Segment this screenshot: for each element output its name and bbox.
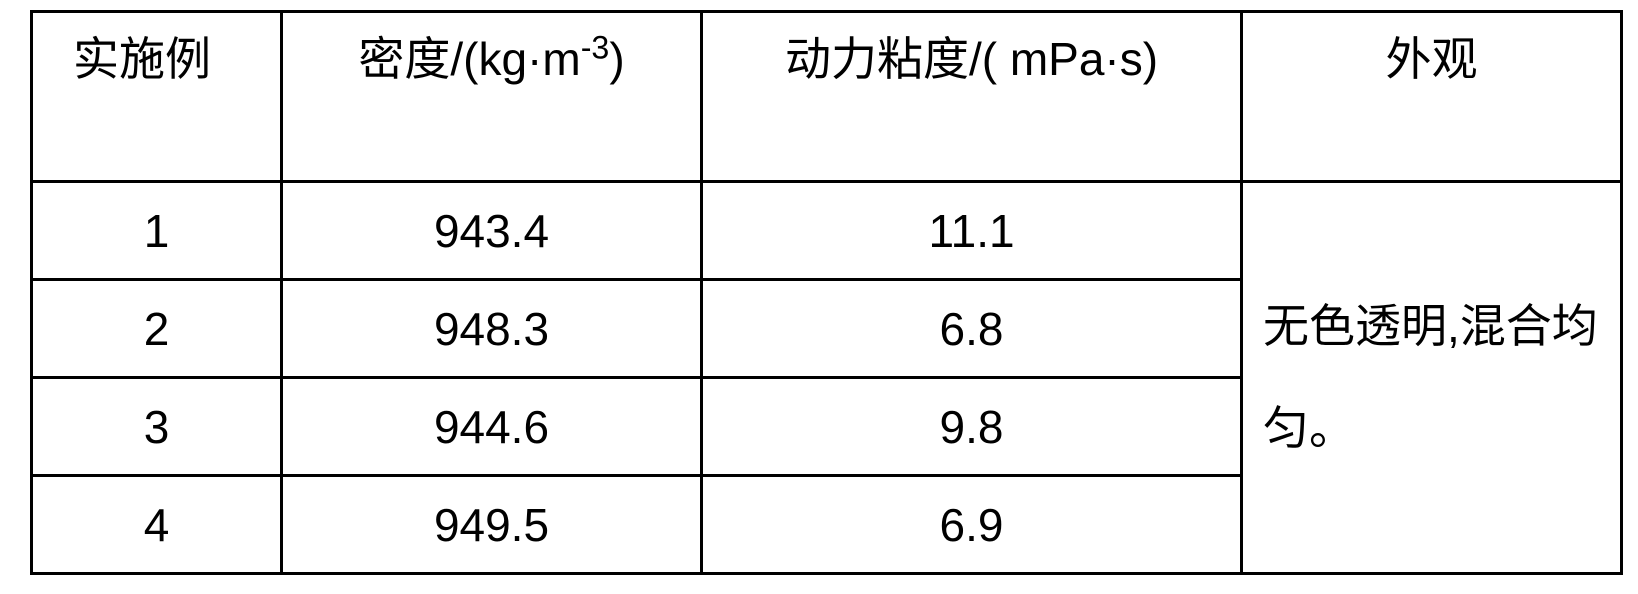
cell-density: 948.3 [282,280,702,378]
header-density-prefix: 密度/(kg·m [358,33,580,85]
header-density-sup: -3 [581,30,610,66]
table-container: 实施例 密度/(kg·m-3) 动力粘度/( mPa·s) 外观 1 943.4… [0,0,1638,594]
header-density: 密度/(kg·m-3) [282,12,702,182]
cell-viscosity: 11.1 [702,182,1242,280]
cell-appearance: 无色透明,混合均匀。 [1242,182,1622,574]
cell-example: 1 [32,182,282,280]
header-density-suffix: ) [609,33,624,85]
cell-example: 2 [32,280,282,378]
header-viscosity: 动力粘度/( mPa·s) [702,12,1242,182]
properties-table: 实施例 密度/(kg·m-3) 动力粘度/( mPa·s) 外观 1 943.4… [30,10,1623,575]
header-example: 实施例 [32,12,282,182]
table-header-row: 实施例 密度/(kg·m-3) 动力粘度/( mPa·s) 外观 [32,12,1622,182]
cell-density: 949.5 [282,476,702,574]
cell-density: 943.4 [282,182,702,280]
cell-viscosity: 6.9 [702,476,1242,574]
cell-viscosity: 9.8 [702,378,1242,476]
header-appearance: 外观 [1242,12,1622,182]
cell-example: 3 [32,378,282,476]
cell-viscosity: 6.8 [702,280,1242,378]
cell-example: 4 [32,476,282,574]
table-row: 1 943.4 11.1 无色透明,混合均匀。 [32,182,1622,280]
cell-density: 944.6 [282,378,702,476]
